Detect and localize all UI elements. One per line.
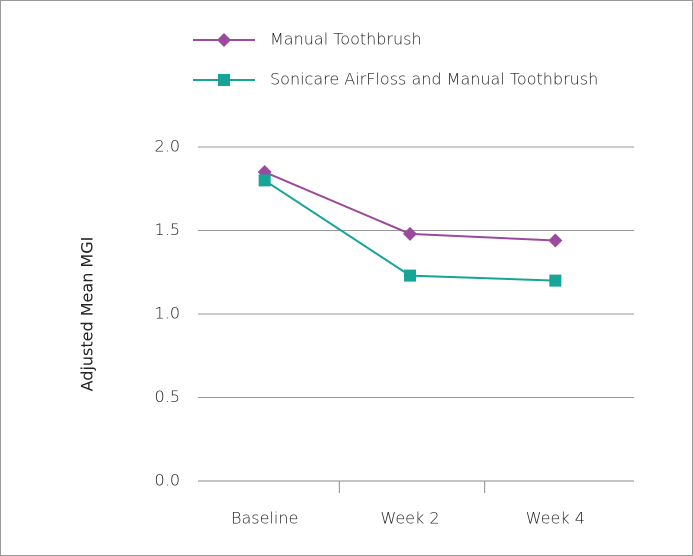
y-tick-label: 1.0 bbox=[155, 304, 180, 323]
y-tick-label: 1.5 bbox=[155, 220, 180, 239]
legend-label: Manual Toothbrush bbox=[270, 30, 422, 49]
x-tick-label: Week 2 bbox=[380, 509, 439, 528]
point bbox=[404, 269, 416, 282]
point bbox=[258, 174, 271, 187]
point bbox=[403, 226, 417, 241]
point bbox=[548, 233, 563, 248]
y-tick-label: 0.5 bbox=[155, 387, 180, 406]
y-axis-label: Adjusted Mean MGI bbox=[78, 237, 97, 392]
x-tick-label: Week 4 bbox=[526, 509, 585, 528]
point bbox=[549, 274, 562, 287]
legend-marker bbox=[218, 74, 230, 86]
legend-label: Sonicare AirFloss and Manual Toothbrush bbox=[270, 70, 598, 89]
x-tick-label: Baseline bbox=[231, 509, 298, 528]
y-tick-label: 2.0 bbox=[155, 137, 180, 156]
y-tick-label: 0.0 bbox=[155, 471, 180, 490]
legend-marker bbox=[217, 33, 231, 47]
